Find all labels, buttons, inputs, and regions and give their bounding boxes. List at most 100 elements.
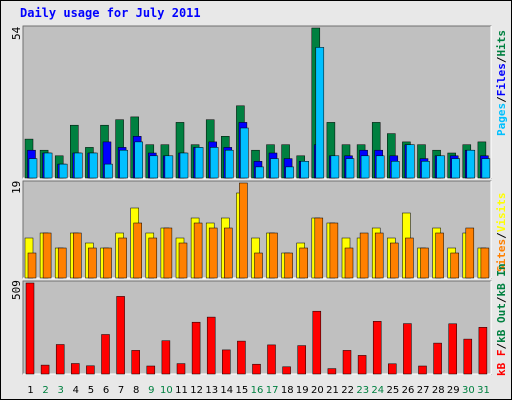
bar-pages-day-23: [360, 155, 370, 179]
x-tick-label-day-17: 17: [266, 385, 279, 396]
bar-pages-day-21: [330, 155, 340, 179]
bar-sites-day-22: [344, 247, 354, 279]
bar-pages-day-6: [104, 163, 113, 179]
legend-visits: Visits: [495, 192, 508, 233]
bar-kbytes-day-3: [55, 344, 65, 375]
bar-sites-day-23: [359, 232, 369, 279]
legend-pages: Pages: [495, 102, 508, 136]
bar-sites-day-15: [239, 182, 248, 279]
bar-pages-day-10: [164, 155, 174, 179]
x-tick-label-day-12: 12: [190, 385, 203, 396]
bar-kbytes-day-30: [463, 338, 473, 375]
bar-sites-day-30: [465, 227, 475, 279]
bar-sites-day-10: [163, 227, 173, 279]
bar-pages-day-25: [391, 161, 400, 179]
x-tick-label-day-11: 11: [175, 385, 188, 396]
x-tick-label-day-24: 24: [371, 385, 384, 396]
legend-kbytes-in: kB In: [495, 263, 508, 297]
bar-pages-day-24: [375, 155, 385, 179]
bar-sites-day-28: [435, 232, 444, 279]
bar-pages-day-2: [43, 152, 53, 179]
bar-sites-day-3: [57, 247, 67, 279]
bar-kbytes-day-26: [403, 323, 412, 375]
bar-kbytes-day-5: [86, 365, 95, 375]
bar-pages-day-3: [58, 163, 68, 179]
bar-pages-day-18: [285, 166, 294, 179]
x-tick-label-day-9: 9: [148, 385, 154, 396]
bar-sites-day-25: [390, 242, 399, 279]
bar-sites-day-12: [193, 222, 203, 279]
bar-kbytes-day-2: [40, 364, 50, 375]
bar-kbytes-day-27: [418, 365, 427, 375]
bar-sites-day-20: [314, 217, 324, 279]
bar-sites-day-18: [284, 252, 293, 279]
bar-sites-day-8: [133, 222, 142, 279]
bar-sites-day-6: [103, 247, 112, 279]
bar-pages-day-15: [240, 127, 249, 179]
bar-pages-day-19: [300, 161, 309, 179]
bar-pages-day-28: [436, 155, 445, 179]
bar-sites-day-7: [118, 237, 127, 279]
plot-panel-3: [22, 280, 492, 375]
bar-kbytes-day-8: [131, 350, 140, 375]
x-tick-label-day-31: 31: [477, 385, 490, 396]
bar-sites-day-17: [269, 232, 278, 279]
x-tick-label-day-4: 4: [73, 385, 79, 396]
bar-sites-day-29: [450, 252, 459, 279]
bar-pages-day-22: [345, 158, 355, 179]
bar-pages-day-5: [89, 152, 98, 179]
bar-kbytes-day-6: [101, 334, 110, 375]
x-tick-label-day-25: 25: [387, 385, 400, 396]
bar-sites-day-24: [374, 232, 384, 279]
bar-sites-day-19: [299, 247, 308, 279]
bar-kbytes-day-7: [116, 296, 125, 375]
bar-kbytes-day-17: [267, 344, 276, 375]
bar-kbytes-day-11: [176, 363, 186, 375]
bar-kbytes-day-4: [71, 363, 80, 375]
bar-kbytes-day-29: [448, 323, 457, 375]
bar-sites-day-31: [480, 247, 490, 279]
x-tick-label-day-3: 3: [58, 385, 64, 396]
bar-kbytes-day-24: [372, 321, 382, 375]
x-tick-label-day-16: 16: [251, 385, 264, 396]
x-tick-label-day-26: 26: [402, 385, 415, 396]
bar-sites-day-14: [224, 227, 233, 279]
bar-pages-day-26: [406, 144, 415, 179]
bar-sites-day-1: [27, 252, 37, 279]
bar-kbytes-day-20: [312, 310, 322, 375]
x-tick-label-day-10: 10: [160, 385, 173, 396]
bar-pages-day-17: [270, 158, 279, 179]
bar-kbytes-day-21: [327, 368, 337, 375]
bar-pages-day-16: [255, 166, 264, 179]
bar-kbytes-day-23: [357, 355, 367, 375]
bar-sites-day-2: [42, 232, 52, 279]
legend-hits: Hits: [495, 30, 508, 57]
bar-kbytes-day-31: [478, 327, 488, 375]
x-tick-label-day-14: 14: [220, 385, 233, 396]
bar-kbytes-day-12: [191, 321, 201, 375]
bar-sites-day-27: [420, 247, 429, 279]
bar-sites-day-21: [329, 222, 339, 279]
max-label-visits: 19: [10, 180, 23, 194]
x-tick-label-day-15: 15: [236, 385, 249, 396]
x-tick-label-day-22: 22: [341, 385, 354, 396]
chart-title: Daily usage for July 2011: [20, 6, 201, 20]
bar-pages-day-11: [179, 152, 189, 179]
bar-kbytes-day-9: [146, 365, 156, 375]
x-tick-label-day-28: 28: [432, 385, 445, 396]
bar-pages-day-13: [209, 147, 219, 179]
bar-kbytes-day-18: [282, 366, 291, 375]
bar-sites-day-9: [148, 237, 158, 279]
x-tick-label-day-2: 2: [42, 385, 48, 396]
x-tick-label-day-6: 6: [103, 385, 109, 396]
bar-pages-day-4: [74, 152, 83, 179]
x-tick-label-day-30: 30: [462, 385, 475, 396]
bar-sites-day-11: [178, 242, 188, 279]
bar-sites-day-5: [88, 247, 97, 279]
bar-kbytes-day-10: [161, 340, 171, 375]
bar-kbytes-day-1: [25, 282, 35, 375]
max-label-kbytes: 509: [10, 280, 23, 300]
x-tick-label-day-29: 29: [447, 385, 460, 396]
bar-kbytes-day-15: [237, 340, 246, 375]
x-tick-label-day-1: 1: [27, 385, 33, 396]
